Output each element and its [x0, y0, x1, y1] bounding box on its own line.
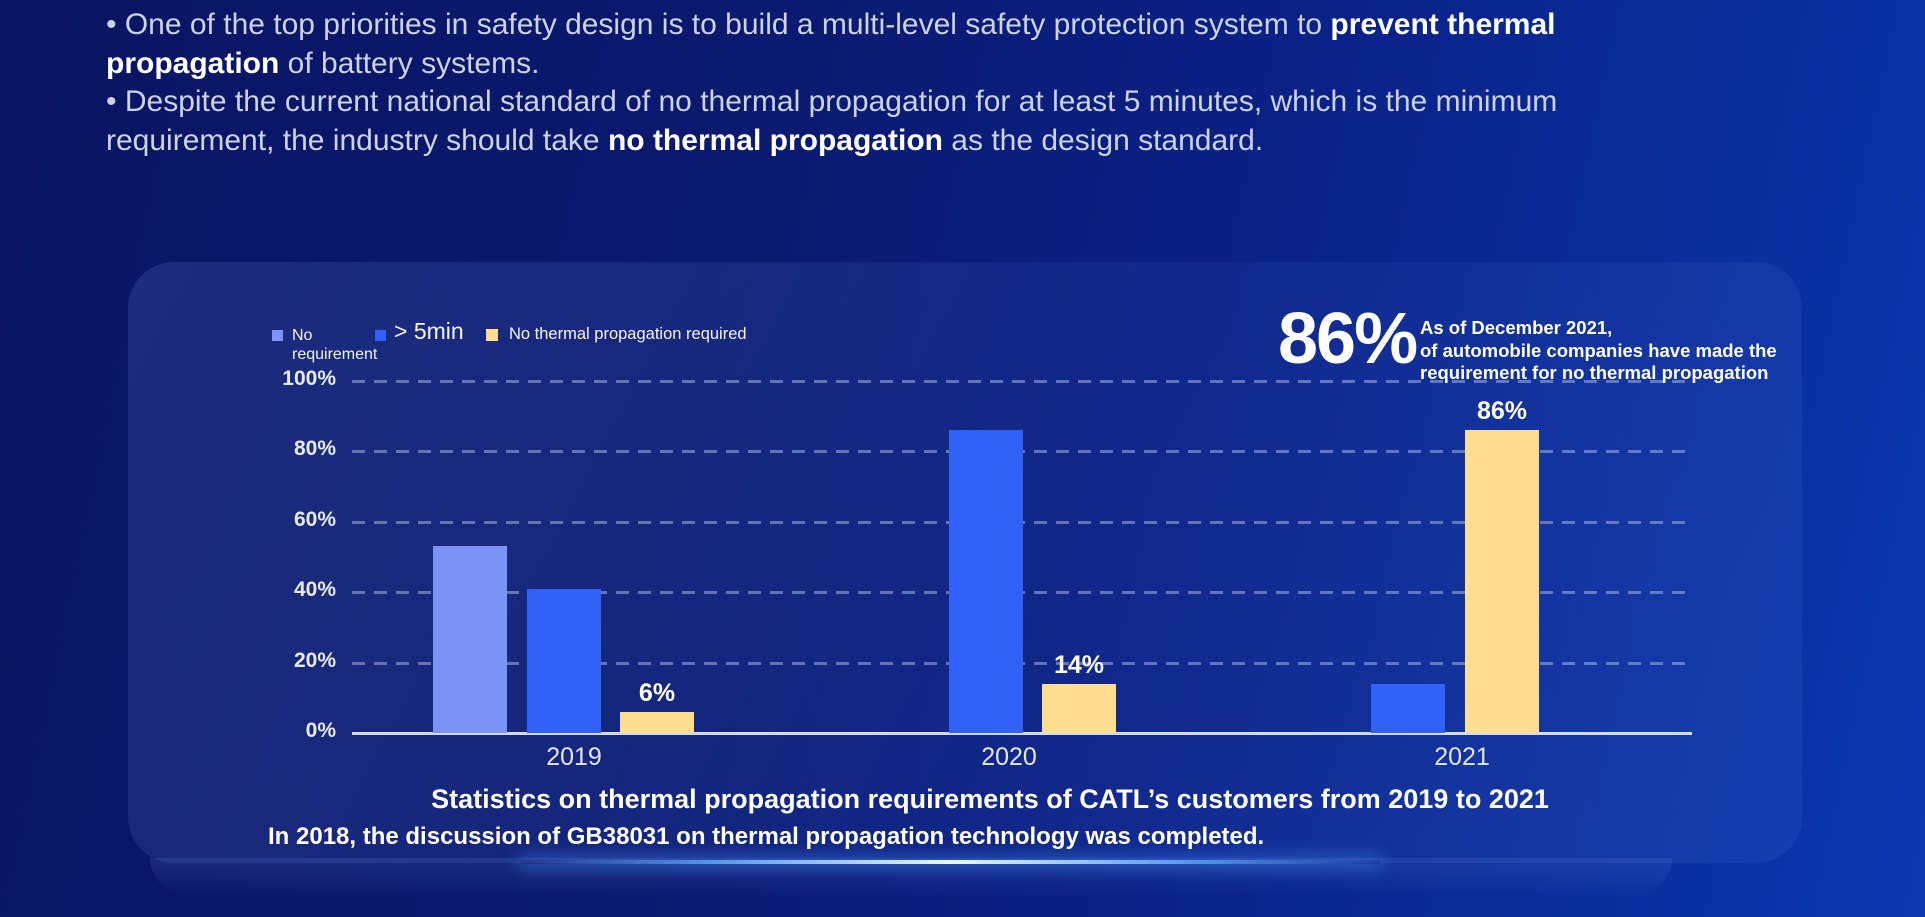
bullet-text: • One of the top priorities in safety de… — [106, 8, 1331, 41]
bar — [620, 711, 694, 733]
legend-label-no-requirement: No requirement — [292, 327, 378, 363]
chart-title: Statistics on thermal propagation requir… — [431, 784, 1549, 814]
y-axis-tick-label: 60% — [293, 507, 336, 531]
y-axis-tick-label: 40% — [293, 578, 336, 602]
legend-swatch-no-thermal-propagation — [486, 329, 498, 341]
x-axis-line — [352, 732, 1692, 735]
bar-value-label: 14% — [1053, 650, 1105, 679]
chart-footnote: In 2018, the discussion of GB38031 on th… — [268, 823, 1265, 850]
x-axis-tick-label: 2021 — [1434, 743, 1490, 771]
bar — [527, 588, 601, 733]
bar — [949, 430, 1023, 733]
gridline — [352, 380, 1692, 383]
legend-swatch-no-requirement — [272, 330, 283, 341]
bar — [1465, 430, 1539, 733]
legend-swatch-over-5min — [375, 330, 386, 341]
bullet-item: • One of the top priorities in safety de… — [106, 6, 1666, 83]
bar — [433, 546, 507, 733]
y-axis-tick-label: 0% — [305, 719, 336, 742]
bullet-text: • Despite the current national standard … — [106, 85, 1558, 157]
bullet-text: as the design standard. — [942, 123, 1264, 157]
bar — [1042, 683, 1116, 733]
bullet-emphasis: prevent thermal propagation — [106, 8, 1556, 80]
glow-divider-line — [520, 860, 1380, 864]
x-axis-tick-label: 2019 — [546, 743, 602, 771]
bar-value-label: 86% — [1476, 397, 1528, 426]
x-axis-tick-label: 2020 — [981, 743, 1037, 771]
y-axis-tick-label: 20% — [293, 648, 336, 672]
bullet-text: of battery systems. — [279, 46, 540, 80]
stat-value: 86% — [1278, 299, 1418, 379]
bullet-list: • One of the top priorities in safety de… — [106, 6, 1666, 160]
legend-label-over-5min: > 5min — [394, 318, 464, 344]
bullet-emphasis: no thermal propagation — [607, 123, 943, 157]
legend-label-no-thermal-propagation: No thermal propagation required — [509, 325, 747, 343]
bullet-item: • Despite the current national standard … — [106, 83, 1666, 160]
bar — [1371, 683, 1445, 733]
y-axis-tick-label: 80% — [293, 437, 336, 461]
stat-description: As of December 2021, of automobile compa… — [1420, 317, 1777, 383]
bar-value-label: 6% — [638, 678, 676, 707]
y-axis-tick-label: 100% — [282, 367, 336, 390]
